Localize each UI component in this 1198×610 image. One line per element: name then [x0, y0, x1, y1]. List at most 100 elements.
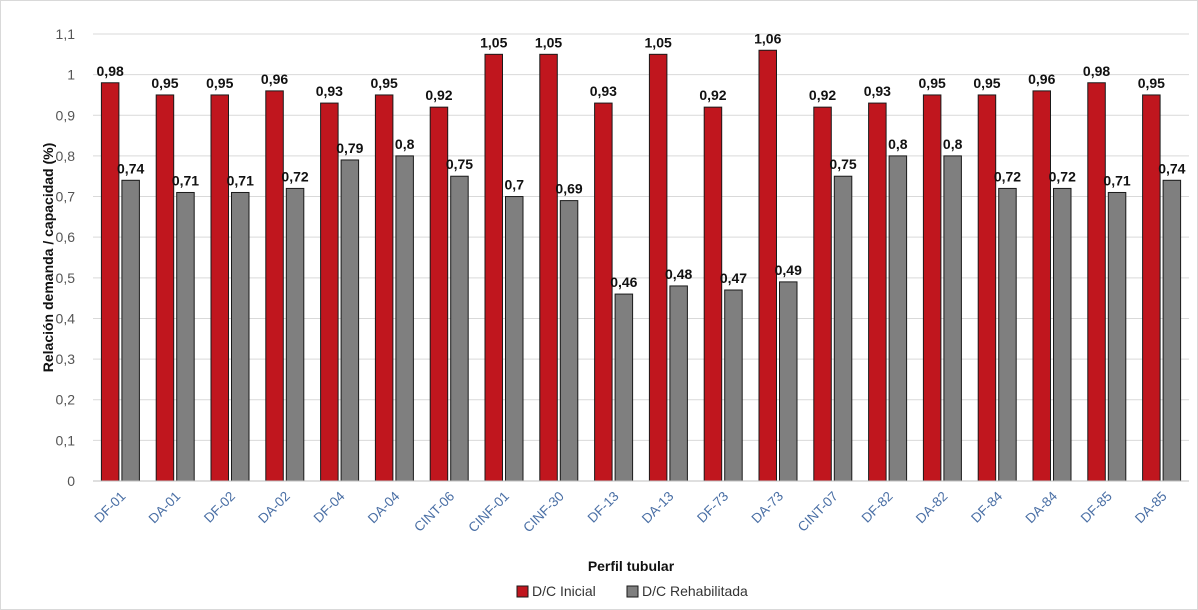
data-label-dc-rehabilitada: 0,72: [1049, 168, 1076, 184]
data-label-dc-rehabilitada: 0,47: [720, 270, 747, 286]
bar-dc-rehabilitada: [943, 155, 962, 482]
y-axis-ticks: 0 0,1 0,2 0,3 0,4 0,5 0,6 0,7 0,8 0,9 1 1,1: [56, 26, 76, 489]
bar-dc-rehabilitada: [505, 196, 524, 482]
data-label-dc-inicial: 0,96: [1028, 71, 1055, 87]
x-tick-label: DF-01: [91, 489, 128, 526]
y-tick-label: 0,7: [56, 189, 76, 205]
data-label-dc-inicial: 0,95: [371, 75, 398, 91]
bar-dc-inicial: [1087, 82, 1106, 482]
bar-dc-rehabilitada: [285, 187, 305, 482]
data-label-dc-inicial: 0,95: [1138, 75, 1165, 91]
data-label-dc-inicial: 0,93: [590, 83, 617, 99]
bar-dc-rehabilitada: [176, 191, 195, 482]
data-label-dc-inicial: 1,05: [535, 34, 562, 50]
bar-dc-inicial: [1032, 90, 1051, 482]
data-label-dc-rehabilitada: 0,72: [281, 168, 308, 184]
bar-dc-inicial: [320, 102, 339, 482]
data-label-dc-rehabilitada: 0,8: [943, 136, 963, 152]
bar-dc-rehabilitada: [888, 155, 908, 482]
legend: D/C Inicial D/C Rehabilitada: [516, 583, 748, 599]
data-label-dc-inicial: 0,93: [316, 83, 343, 99]
data-label-dc-rehabilitada: 0,72: [994, 168, 1021, 184]
x-tick-label: CINT-06: [411, 489, 457, 535]
bar-dc-rehabilitada: [614, 293, 634, 482]
bar-dc-rehabilitada: [231, 191, 250, 482]
bars: [100, 49, 1182, 482]
y-tick-label: 0,3: [56, 351, 76, 367]
legend-label-dc-inicial: D/C Inicial: [532, 583, 596, 599]
bar-dc-inicial: [539, 53, 558, 482]
bar-dc-rehabilitada: [450, 175, 469, 482]
x-tick-label: DF-85: [1078, 489, 1115, 526]
bar-dc-inicial: [703, 106, 723, 482]
data-label-dc-rehabilitada: 0,74: [117, 160, 144, 176]
data-label-dc-inicial: 0,96: [261, 71, 288, 87]
data-label-dc-rehabilitada: 0,8: [395, 136, 415, 152]
y-tick-label: 0,4: [56, 310, 76, 326]
x-tick-label: DF-82: [859, 489, 896, 526]
bar-dc-inicial: [155, 94, 175, 482]
x-axis-title: Perfil tubular: [588, 558, 675, 574]
data-label-dc-rehabilitada: 0,49: [775, 262, 802, 278]
data-label-dc-inicial: 1,06: [754, 30, 781, 46]
bar-dc-inicial: [868, 102, 887, 482]
data-label-dc-rehabilitada: 0,69: [555, 181, 582, 197]
y-axis-title: Relación demanda / capacidad (%): [40, 143, 56, 373]
data-label-dc-rehabilitada: 0,71: [172, 172, 199, 188]
bar-dc-inicial: [594, 102, 613, 482]
x-tick-label: DA-85: [1132, 489, 1170, 527]
data-label-dc-inicial: 0,93: [864, 83, 891, 99]
y-tick-label: 0,6: [56, 229, 76, 245]
data-label-dc-rehabilitada: 0,75: [829, 156, 856, 172]
data-label-dc-inicial: 0,95: [151, 75, 178, 91]
data-label-dc-rehabilitada: 0,48: [665, 266, 692, 282]
bar-dc-rehabilitada: [998, 187, 1017, 482]
bar-dc-inicial: [265, 90, 284, 482]
x-tick-label: DF-04: [311, 488, 348, 525]
bar-dc-inicial: [977, 94, 997, 482]
data-label-dc-inicial: 0,98: [97, 63, 124, 79]
bar-dc-rehabilitada: [559, 200, 579, 482]
data-label-dc-inicial: 1,05: [645, 34, 672, 50]
bar-dc-inicial: [484, 53, 503, 482]
x-tick-label: DF-84: [968, 488, 1005, 525]
data-label-dc-inicial: 0,95: [919, 75, 946, 91]
bar-dc-rehabilitada: [833, 175, 853, 482]
data-label-dc-rehabilitada: 0,7: [505, 177, 525, 193]
y-tick-label: 0,1: [56, 432, 76, 448]
x-tick-label: DA-84: [1022, 488, 1060, 526]
data-label-dc-inicial: 0,92: [809, 87, 836, 103]
bar-dc-rehabilitada: [395, 155, 414, 482]
gridlines: [93, 33, 1189, 441]
y-tick-label: 0,9: [56, 107, 76, 123]
data-label-dc-inicial: 0,92: [699, 87, 726, 103]
bar-dc-rehabilitada: [340, 159, 360, 482]
data-label-dc-rehabilitada: 0,71: [227, 172, 254, 188]
x-tick-label: DA-01: [146, 489, 184, 527]
x-tick-label: DF-13: [585, 489, 622, 526]
x-tick-label: DA-82: [913, 489, 951, 527]
x-tick-label: CINT-07: [795, 489, 841, 535]
data-label-dc-inicial: 0,95: [206, 75, 233, 91]
y-tick-label: 0,2: [56, 392, 76, 408]
bar-dc-rehabilitada: [724, 289, 743, 482]
bar-dc-rehabilitada: [669, 285, 688, 482]
x-tick-label: DF-73: [694, 489, 731, 526]
bar-dc-rehabilitada: [121, 179, 140, 482]
y-tick-label: 0,8: [56, 148, 76, 164]
bar-dc-rehabilitada: [1162, 179, 1182, 482]
bar-dc-inicial: [922, 94, 942, 482]
bar-dc-rehabilitada: [1107, 191, 1127, 482]
legend-label-dc-rehabilitada: D/C Rehabilitada: [642, 583, 748, 599]
y-tick-label: 0,5: [56, 270, 76, 286]
x-tick-label: DA-04: [365, 488, 403, 526]
x-tick-label: DA-02: [255, 489, 293, 527]
data-labels: 0,98 0,74 0,95 0,71 0,95 0,71 0,96 0,72 0,93 0,79…: [97, 30, 1186, 290]
data-label-dc-rehabilitada: 0,71: [1103, 172, 1130, 188]
x-axis-ticks: DF-01 DA-01 DF-02 DA-02 DF-04 DA-04 CINT-06 CIN…: [91, 488, 1169, 535]
x-tick-label: CINF-01: [465, 489, 512, 536]
y-tick-label: 1,1: [56, 26, 76, 42]
data-label-dc-rehabilitada: 0,79: [336, 140, 363, 156]
y-tick-label: 0: [67, 473, 75, 489]
